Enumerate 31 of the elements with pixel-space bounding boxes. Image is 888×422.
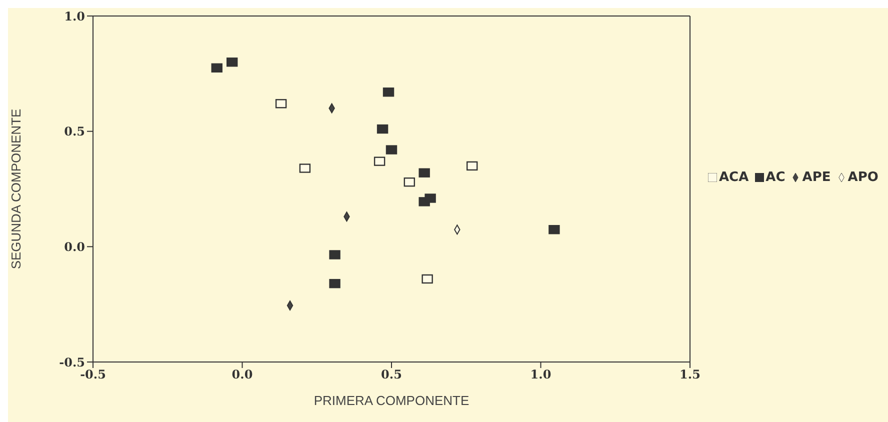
point	[376, 124, 388, 134]
legend-label: ACA	[719, 170, 749, 185]
y-tick-label: 1.0	[64, 9, 85, 24]
legend-label: APO	[848, 170, 878, 185]
point	[386, 145, 398, 154]
x-axis-title: PRIMERA COMPONENTE	[314, 393, 470, 408]
y-tick-label: -0.5	[59, 355, 85, 370]
legend-label: APE	[802, 170, 831, 185]
point	[211, 63, 222, 72]
x-tick-label: 0.0	[232, 368, 253, 382]
point	[382, 88, 394, 97]
point	[329, 250, 340, 260]
point	[424, 194, 436, 203]
point	[275, 99, 287, 108]
point	[418, 168, 430, 178]
x-tick-label: 1.5	[680, 368, 700, 382]
y-tick-label: 0.5	[64, 124, 85, 139]
point	[548, 224, 560, 234]
y-axis-title: SEGUNDA COMPONENTE	[8, 108, 24, 270]
point	[299, 164, 311, 173]
point	[329, 278, 340, 288]
point	[466, 161, 478, 171]
point	[422, 274, 433, 284]
y-tick-label: 0.0	[64, 240, 85, 254]
x-tick-label: 1.0	[530, 368, 552, 382]
x-tick-label: 0.5	[381, 368, 402, 382]
point	[374, 156, 386, 166]
point	[404, 177, 416, 187]
legend-label: AC	[766, 170, 786, 185]
point	[226, 58, 238, 67]
x-tick-label: -0.5	[80, 368, 106, 382]
